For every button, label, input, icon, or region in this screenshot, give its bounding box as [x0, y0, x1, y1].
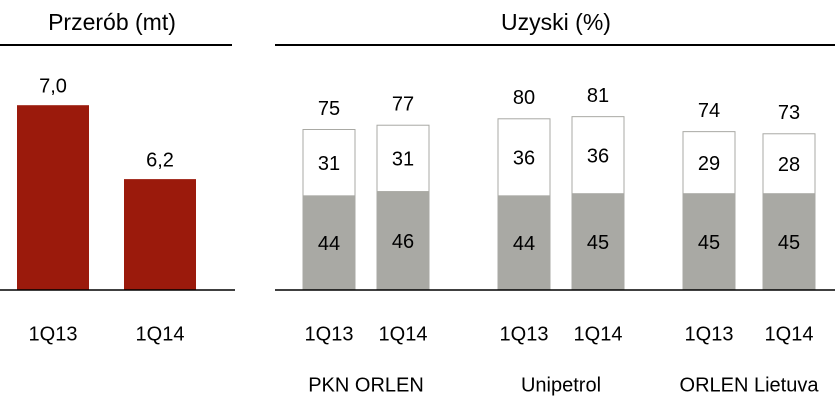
group-label: PKN ORLEN — [308, 374, 424, 396]
bar — [17, 105, 89, 290]
total-label: 80 — [513, 87, 535, 109]
chart-title: Przerób (mt) — [48, 9, 176, 35]
value-label: 31 — [392, 149, 414, 171]
x-tick-label: 1Q14 — [765, 323, 814, 345]
value-label: 28 — [778, 154, 800, 176]
x-tick-label: 1Q13 — [29, 323, 78, 345]
value-label: 31 — [318, 153, 340, 175]
value-label: 36 — [513, 148, 535, 170]
value-label: 44 — [318, 233, 340, 255]
bar-segment — [302, 195, 356, 291]
x-tick-label: 1Q14 — [379, 323, 428, 345]
x-tick-label: 1Q13 — [685, 323, 734, 345]
x-tick-label: 1Q14 — [136, 323, 185, 345]
bar-segment — [682, 131, 736, 195]
value-label: 44 — [513, 233, 535, 255]
bar-segment — [497, 118, 551, 197]
x-tick-label: 1Q13 — [500, 323, 549, 345]
value-label: 36 — [587, 145, 609, 167]
total-label: 81 — [587, 85, 609, 107]
bar-segment — [376, 124, 430, 193]
value-label: 29 — [698, 153, 720, 175]
total-label: 73 — [778, 102, 800, 124]
x-tick-label: 1Q13 — [305, 323, 354, 345]
x-tick-label: 1Q14 — [574, 323, 623, 345]
total-label: 74 — [698, 100, 720, 122]
value-label: 6,2 — [146, 149, 174, 171]
value-label: 7,0 — [39, 75, 67, 97]
group-label: ORLEN Lietuva — [680, 374, 820, 396]
bar — [124, 179, 196, 290]
total-label: 75 — [318, 98, 340, 120]
value-label: 45 — [587, 232, 609, 254]
chart-title: Uzyski (%) — [501, 9, 611, 35]
group-label: Unipetrol — [521, 374, 601, 396]
value-label: 45 — [698, 232, 720, 254]
bar-segment — [571, 116, 625, 195]
total-label: 77 — [392, 94, 414, 116]
bar-segment — [762, 133, 816, 195]
bar-segment — [682, 193, 736, 291]
bar-segment — [376, 191, 430, 291]
bar-segment — [302, 129, 356, 197]
value-label: 45 — [778, 232, 800, 254]
value-label: 46 — [392, 231, 414, 253]
bar-segment — [571, 193, 625, 291]
